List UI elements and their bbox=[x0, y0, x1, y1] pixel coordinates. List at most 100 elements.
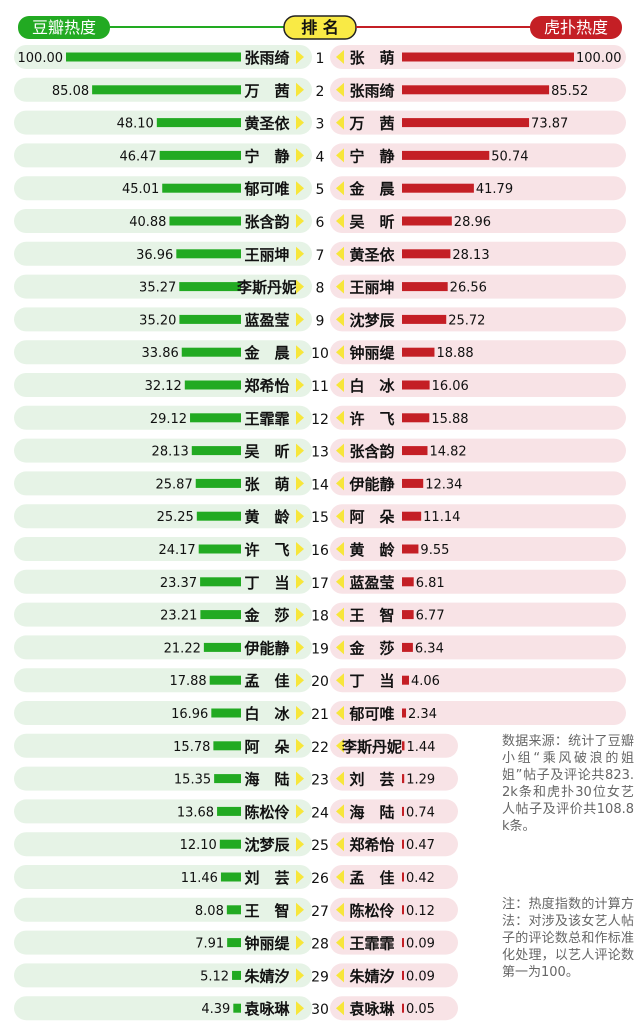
hupu-name-label: 王丽坤 bbox=[349, 279, 394, 297]
douban-value-label: 11.46 bbox=[181, 871, 218, 886]
hupu-name-label: 陈松伶 bbox=[349, 902, 394, 920]
rank-chevron-left-icon bbox=[296, 804, 304, 819]
row-left-band bbox=[14, 832, 312, 857]
douban-value-label: 23.21 bbox=[160, 609, 197, 624]
douban-bar bbox=[209, 675, 241, 685]
rank-chevron-left-icon bbox=[296, 378, 304, 392]
ranking-row: 48.10 黄圣依 3 万 茜 73.87 bbox=[14, 110, 626, 135]
row-left-band bbox=[14, 274, 312, 299]
ranking-row: 33.86 金 晨 10 钟丽缇 18.88 bbox=[14, 340, 626, 365]
ranking-row: 21.22 伊能静 19 金 莎 6.34 bbox=[14, 635, 626, 660]
douban-value-label: 29.12 bbox=[150, 412, 187, 427]
douban-name-label: 阿 朵 bbox=[244, 738, 289, 756]
rank-number: 21 bbox=[311, 707, 329, 723]
douban-bar bbox=[169, 216, 241, 226]
row-right-band bbox=[330, 438, 626, 463]
hupu-bar bbox=[402, 282, 448, 292]
row-left-band bbox=[14, 569, 312, 594]
rank-chevron-left-icon bbox=[296, 935, 304, 950]
hupu-value-label: 0.09 bbox=[406, 937, 435, 952]
hupu-bar bbox=[402, 478, 424, 488]
rank-number: 14 bbox=[311, 477, 329, 493]
hupu-name-label: 伊能静 bbox=[348, 475, 394, 493]
hupu-value-label: 0.74 bbox=[406, 805, 435, 820]
rank-number: 18 bbox=[311, 609, 329, 625]
douban-value-label: 35.27 bbox=[139, 281, 176, 296]
douban-bar bbox=[213, 741, 241, 751]
hupu-bar bbox=[402, 577, 414, 587]
hupu-value-label: 100.00 bbox=[576, 51, 622, 66]
douban-value-label: 36.96 bbox=[136, 248, 173, 263]
hupu-name-label: 丁 当 bbox=[349, 672, 394, 690]
douban-name-label: 张含韵 bbox=[244, 213, 289, 231]
hupu-bar bbox=[402, 938, 404, 948]
hupu-name-label: 李斯丹妮 bbox=[341, 738, 402, 756]
rank-chevron-right-icon bbox=[336, 542, 344, 556]
hupu-name-label: 袁咏琳 bbox=[348, 1000, 395, 1018]
row-left-band bbox=[14, 340, 312, 365]
hupu-value-label: 1.44 bbox=[406, 740, 435, 755]
douban-header-box bbox=[18, 16, 110, 39]
row-right-band bbox=[330, 668, 626, 693]
douban-name-label: 金 晨 bbox=[243, 344, 290, 362]
hupu-header-box bbox=[530, 16, 622, 39]
rank-chevron-right-icon bbox=[336, 279, 344, 294]
hupu-bar bbox=[402, 511, 422, 521]
rank-number: 13 bbox=[311, 445, 329, 461]
rank-chevron-right-icon bbox=[336, 312, 344, 327]
hupu-bar bbox=[402, 970, 404, 980]
rank-chevron-right-icon bbox=[336, 246, 344, 261]
rank-chevron-left-icon bbox=[296, 82, 304, 97]
douban-value-label: 17.88 bbox=[169, 674, 206, 689]
douban-value-label: 21.22 bbox=[164, 641, 201, 656]
rank-chevron-right-icon bbox=[336, 738, 344, 753]
douban-bar bbox=[217, 806, 241, 816]
ranking-row: 24.17 许 飞 16 黄 龄 9.55 bbox=[14, 537, 626, 561]
douban-name-label: 钟丽缇 bbox=[244, 935, 290, 953]
hupu-value-label: 6.34 bbox=[415, 641, 444, 656]
ranking-row: 15.35 海 陆 23 刘 芸 1.29 bbox=[14, 766, 458, 791]
rank-number: 17 bbox=[311, 576, 329, 592]
hupu-value-label: 6.77 bbox=[416, 609, 445, 624]
row-right-band bbox=[330, 307, 626, 332]
row-right-band bbox=[330, 602, 626, 627]
row-left-band bbox=[14, 635, 312, 660]
rank-chevron-right-icon bbox=[336, 574, 344, 589]
row-right-band bbox=[330, 340, 626, 365]
douban-name-label: 朱婧汐 bbox=[244, 967, 289, 985]
douban-bar bbox=[203, 642, 241, 652]
row-left-band bbox=[14, 930, 312, 955]
douban-value-label: 23.37 bbox=[160, 576, 197, 591]
hupu-bar bbox=[402, 249, 451, 259]
hupu-bar bbox=[402, 708, 407, 718]
row-right-band bbox=[330, 569, 626, 594]
douban-bar bbox=[156, 118, 241, 128]
hupu-name-label: 张含韵 bbox=[349, 443, 394, 461]
hupu-value-label: 0.42 bbox=[406, 871, 435, 886]
rank-number: 16 bbox=[311, 543, 329, 559]
rank-chevron-right-icon bbox=[336, 214, 344, 228]
method-note: 注：热度指数的计算方法：对涉及该女艺人帖子的评论数总和作标准化处理，以艺人评论数… bbox=[502, 897, 634, 980]
row-right-band bbox=[330, 766, 458, 791]
ranking-row: 11.46 刘 芸 26 孟 佳 0.42 bbox=[14, 865, 458, 889]
rank-chevron-left-icon bbox=[296, 181, 304, 196]
ranking-row: 7.91 钟丽缇 28 王霏霏 0.09 bbox=[14, 930, 458, 955]
douban-name-label: 金 莎 bbox=[243, 607, 289, 625]
douban-bar bbox=[179, 282, 241, 292]
douban-name-label: 宁 静 bbox=[244, 147, 289, 165]
rank-chevron-left-icon bbox=[296, 673, 304, 688]
douban-bar bbox=[162, 183, 241, 193]
ranking-row: 100.00 张雨绮 1 张 萌 100.00 bbox=[14, 45, 626, 69]
row-right-band bbox=[330, 241, 626, 266]
hupu-bar bbox=[402, 150, 490, 160]
rank-chevron-right-icon bbox=[336, 476, 344, 491]
row-left-band bbox=[14, 373, 312, 397]
rank-chevron-right-icon bbox=[336, 902, 344, 917]
ranking-row: 28.13 吴 昕 13 张含韵 14.82 bbox=[14, 438, 626, 463]
rank-chevron-left-icon bbox=[296, 640, 304, 655]
douban-name-label: 万 茜 bbox=[243, 82, 289, 100]
row-right-band bbox=[330, 930, 458, 955]
rank-number: 19 bbox=[311, 641, 329, 657]
douban-bar bbox=[232, 970, 241, 980]
hupu-value-label: 11.14 bbox=[423, 510, 460, 525]
